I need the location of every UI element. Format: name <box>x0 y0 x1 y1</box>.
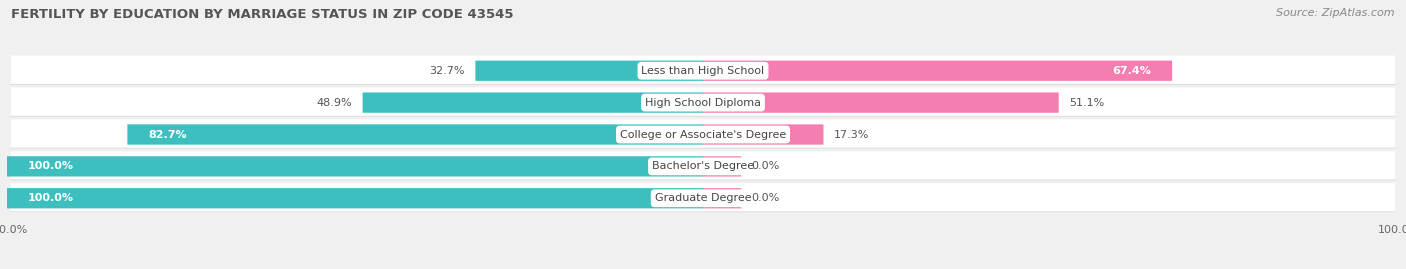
Text: 48.9%: 48.9% <box>316 98 353 108</box>
FancyBboxPatch shape <box>128 124 703 145</box>
FancyBboxPatch shape <box>7 156 703 176</box>
FancyBboxPatch shape <box>703 188 741 208</box>
Text: 0.0%: 0.0% <box>752 193 780 203</box>
Text: 51.1%: 51.1% <box>1069 98 1104 108</box>
FancyBboxPatch shape <box>363 93 703 113</box>
Text: 67.4%: 67.4% <box>1112 66 1152 76</box>
Text: High School Diploma: High School Diploma <box>645 98 761 108</box>
Text: 82.7%: 82.7% <box>148 129 187 140</box>
FancyBboxPatch shape <box>475 61 703 81</box>
Text: College or Associate's Degree: College or Associate's Degree <box>620 129 786 140</box>
Text: Bachelor's Degree: Bachelor's Degree <box>652 161 754 171</box>
FancyBboxPatch shape <box>10 88 1396 116</box>
FancyBboxPatch shape <box>10 119 1396 148</box>
Text: 100.0%: 100.0% <box>28 193 75 203</box>
Text: 17.3%: 17.3% <box>834 129 869 140</box>
Text: FERTILITY BY EDUCATION BY MARRIAGE STATUS IN ZIP CODE 43545: FERTILITY BY EDUCATION BY MARRIAGE STATU… <box>11 8 513 21</box>
FancyBboxPatch shape <box>10 56 1396 85</box>
FancyBboxPatch shape <box>703 93 1059 113</box>
FancyBboxPatch shape <box>703 156 741 176</box>
FancyBboxPatch shape <box>10 152 1396 180</box>
FancyBboxPatch shape <box>703 61 1173 81</box>
Text: Less than High School: Less than High School <box>641 66 765 76</box>
FancyBboxPatch shape <box>703 124 824 145</box>
FancyBboxPatch shape <box>10 183 1396 211</box>
FancyBboxPatch shape <box>10 151 1396 180</box>
Text: 100.0%: 100.0% <box>28 161 75 171</box>
FancyBboxPatch shape <box>10 56 1396 84</box>
Text: Source: ZipAtlas.com: Source: ZipAtlas.com <box>1277 8 1395 18</box>
Text: 0.0%: 0.0% <box>752 161 780 171</box>
FancyBboxPatch shape <box>10 120 1396 148</box>
Text: Graduate Degree: Graduate Degree <box>655 193 751 203</box>
FancyBboxPatch shape <box>10 87 1396 116</box>
FancyBboxPatch shape <box>7 188 703 208</box>
Text: 32.7%: 32.7% <box>429 66 465 76</box>
FancyBboxPatch shape <box>10 184 1396 212</box>
